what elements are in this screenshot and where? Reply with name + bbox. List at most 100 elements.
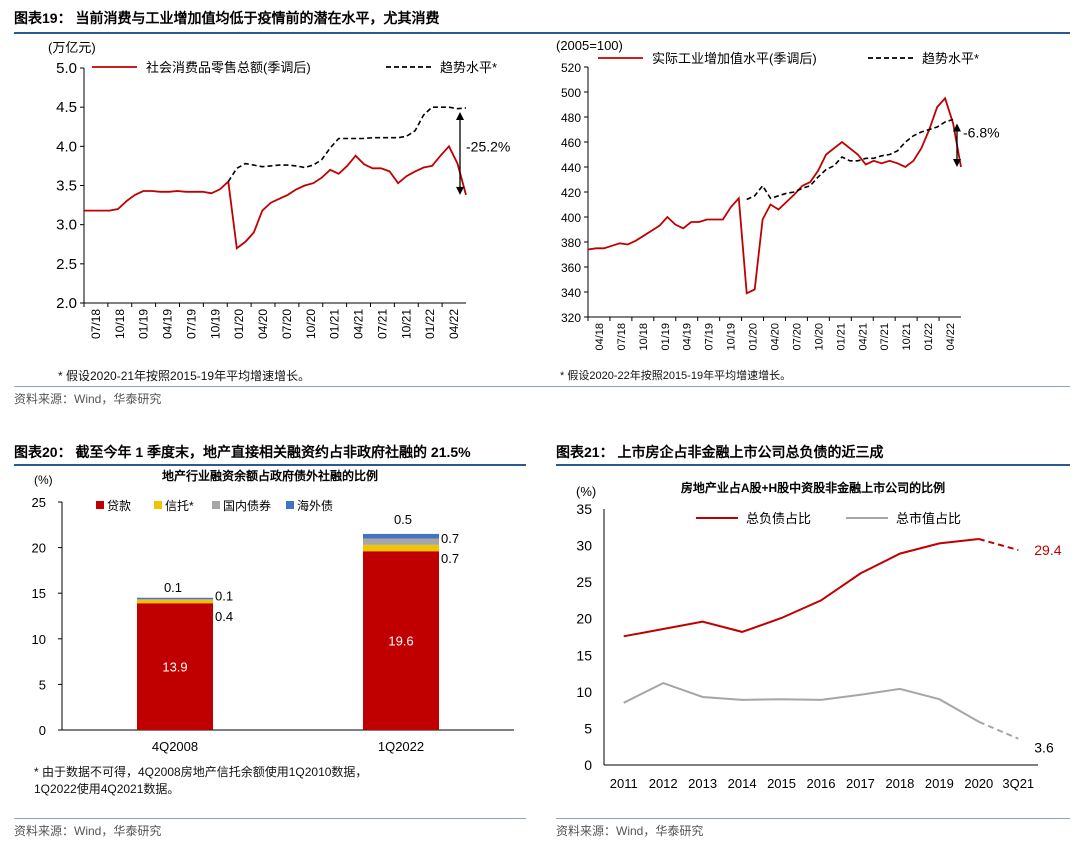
industrial-unit-label: (2005=100)	[556, 38, 623, 53]
financing-legend-label-3: 海外债	[297, 498, 333, 513]
industrial-legend-label-0: 实际工业增加值水平(季调后)	[652, 51, 817, 66]
liabilities-share-chart: 房地产业占A股+H股中资股非金融上市公司的比例(%)35302520151050…	[576, 480, 1062, 791]
panel21-title-rule	[556, 464, 1070, 466]
retail-series-actual-line	[84, 144, 467, 250]
liabilities-series-0-line	[623, 538, 979, 638]
liabilities-x-tick-label: 2015	[767, 776, 796, 791]
retail-x-tick-label: 10/21	[399, 309, 413, 339]
industrial-y-tick-label: 440	[561, 161, 581, 175]
industrial-x-tick-label: 10/19	[726, 323, 738, 351]
industrial-x-tick-label: 10/18	[638, 323, 650, 351]
liabilities-x-tick-label: 2011	[610, 776, 638, 791]
industrial-x-tick-label: 01/20	[748, 323, 760, 351]
industrial-x-tick-label: 07/19	[704, 323, 716, 351]
retail-gap-annotation: -25.2%	[466, 138, 510, 154]
retail-x-tick-label: 10/19	[208, 309, 222, 339]
retail-gap-arrow-head-top	[456, 111, 464, 120]
retail-y-tick-label: 4.0	[56, 138, 77, 155]
financing-unit-label: (%)	[34, 473, 53, 487]
financing-bar-segment-2	[363, 538, 439, 545]
panel21-bottom-rule	[556, 818, 1070, 819]
liabilities-y-tick-label: 30	[576, 538, 592, 554]
retail-x-tick-label: 07/19	[184, 309, 198, 339]
financing-category-label: 4Q2008	[152, 739, 198, 754]
retail-x-tick-label: 07/20	[280, 309, 294, 339]
retail-y-tick-label: 2.5	[56, 256, 77, 273]
financing-y-tick-label: 25	[32, 495, 46, 510]
financing-legend-swatch-2	[212, 501, 220, 509]
industrial-x-tick-label: 01/21	[835, 323, 847, 351]
financing-data-label: 0.4	[215, 609, 233, 624]
financing-y-tick-label: 5	[39, 677, 46, 692]
industrial-y-tick-label: 380	[561, 236, 581, 250]
industrial-x-tick-label: 01/22	[923, 323, 935, 351]
liabilities-y-tick-label: 10	[576, 684, 592, 700]
industrial-y-tick-label: 520	[561, 61, 581, 75]
retail-x-tick-label: 07/18	[89, 309, 103, 339]
retail-x-tick-label: 01/22	[423, 309, 437, 339]
retail-x-tick-label: 01/21	[328, 309, 342, 339]
liabilities-legend-label-0: 总负债占比	[746, 511, 811, 526]
liabilities-x-tick-label: 2018	[885, 776, 914, 791]
industrial-x-tick-label: 10/20	[813, 323, 825, 351]
financing-data-label: 0.7	[441, 551, 459, 566]
liabilities-y-tick-label: 35	[576, 501, 592, 517]
panel21-source: 资料来源：Wind，华泰研究	[556, 824, 704, 838]
financing-y-tick-label: 20	[32, 541, 46, 556]
industrial-output-chart: (2005=100) 520 500 480 460 440 420 400 380 360 340…	[556, 38, 1000, 351]
financing-data-label: 0.7	[441, 531, 459, 546]
retail-legend-label-0: 社会消费品零售总额(季调后)	[146, 60, 311, 75]
liabilities-y-tick-label: 15	[576, 647, 592, 663]
panel20-footnote: * 由于数据不可得，4Q2008房地产信托余额使用1Q2010数据， 1Q202…	[34, 764, 367, 798]
industrial-gap-arrow-head-bottom	[953, 159, 961, 167]
retail-x-tick-label: 04/19	[161, 309, 175, 339]
financing-share-chart: 地产行业融资余额占政府债外社融的比例 (%) 25 20 15 10 5 0 4Q2008 1Q2…	[32, 468, 514, 754]
industrial-gap-annotation: -6.8%	[963, 124, 1000, 140]
liabilities-series-0-projection-line	[978, 538, 1019, 551]
industrial-y-tick-label: 500	[561, 86, 581, 100]
retail-y-tick-label: 3.5	[56, 178, 77, 195]
industrial-legend-label-1: 趋势水平*	[922, 51, 979, 66]
industrial-x-tick-label: 07/20	[791, 323, 803, 351]
retail-gap-arrow-head-bottom	[456, 186, 464, 195]
financing-legend-swatch-1	[154, 501, 162, 509]
retail-x-tick-label: 10/20	[304, 309, 318, 339]
liabilities-x-tick-label: 2020	[964, 776, 993, 791]
panel19-footnote-left: * 假设2020-21年按照2015-19年平均增速增长。	[58, 369, 311, 383]
financing-subtitle: 地产行业融资余额占政府债外社融的比例	[162, 468, 378, 483]
financing-data-label: 0.5	[394, 512, 412, 527]
industrial-gap-arrow-head-top	[953, 123, 961, 132]
liabilities-y-tick-label: 5	[584, 720, 592, 736]
industrial-y-tick-label: 320	[561, 311, 581, 325]
panel19-footnote-right: * 假设2020-22年按照2015-19年平均增速增长。	[560, 370, 792, 382]
financing-y-tick-label: 0	[39, 723, 46, 738]
retail-legend-label-1: 趋势水平*	[440, 60, 497, 75]
industrial-x-tick-label: 04/18	[594, 323, 606, 351]
liabilities-series-1-projection-line	[978, 720, 1019, 740]
retail-y-tick-label: 3.0	[56, 217, 77, 234]
industrial-x-tick-label: 04/19	[682, 323, 694, 351]
retail-sales-chart: (万亿元) 5.0 4.5 4.0 3.5 3.0 2.5 2.0 07/18 10/18 01/1…	[48, 40, 510, 339]
industrial-series-actual-line	[587, 96, 962, 295]
panel20-source: 资料来源：Wind，华泰研究	[14, 824, 162, 838]
financing-legend-swatch-3	[286, 501, 294, 509]
liabilities-x-tick-label: 2014	[728, 776, 757, 791]
industrial-x-tick-label: 01/19	[660, 323, 672, 351]
panel19-title-rule	[14, 32, 1070, 34]
retail-y-tick-label: 2.0	[56, 295, 77, 312]
liabilities-x-tick-label: 3Q21	[1002, 776, 1034, 791]
industrial-x-tick-label: 04/21	[857, 323, 869, 351]
liabilities-y-tick-label: 0	[584, 757, 592, 773]
financing-bar-segment-0	[363, 551, 439, 730]
retail-y-tick-label: 4.5	[56, 99, 77, 116]
financing-data-label: 13.9	[162, 660, 187, 675]
retail-x-tick-label: 04/21	[352, 309, 366, 339]
retail-x-tick-label: 04/20	[256, 309, 270, 339]
financing-data-label: 19.6	[388, 634, 413, 649]
industrial-y-tick-label: 340	[561, 286, 581, 300]
financing-y-tick-label: 10	[32, 632, 46, 647]
liabilities-x-tick-label: 2016	[807, 776, 836, 791]
panel20-bottom-rule	[14, 818, 526, 819]
financing-data-label: 0.1	[215, 589, 233, 604]
financing-bar-segment-2	[137, 598, 213, 600]
